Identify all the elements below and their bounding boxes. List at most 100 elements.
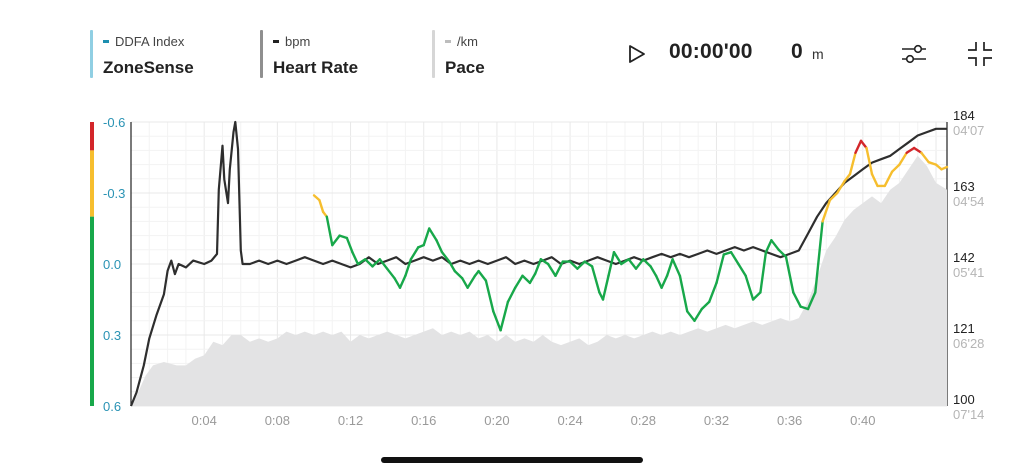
ddfa-segment	[607, 250, 616, 277]
heart-rate-series	[129, 120, 947, 407]
ddfa-segment	[590, 265, 601, 294]
pace-tick-label: 05'41	[953, 265, 984, 280]
metric-title: ZoneSense	[103, 58, 194, 77]
metric-sub-label: /km	[457, 34, 478, 49]
pace-tick-label: 07'14	[953, 407, 984, 422]
ddfa-segment	[927, 160, 938, 166]
ddfa-segment	[665, 258, 674, 277]
time-tick-label: 0:32	[704, 413, 729, 428]
ddfa-segment	[546, 262, 557, 277]
time-tick-label: 0:28	[631, 413, 656, 428]
pace-tick-label: 06'28	[953, 336, 984, 351]
ddfa-segment	[620, 258, 630, 266]
ddfa-segment	[466, 274, 477, 289]
metric-subtitle: DDFA Index	[103, 34, 184, 49]
ddfa-segment	[814, 220, 824, 294]
legend-dash-icon	[103, 40, 109, 44]
ddfa-segment	[428, 227, 438, 242]
ddfa-segment	[409, 246, 420, 261]
ddfa-axis: -0.6 -0.3 0.0 0.3 0.6	[103, 115, 125, 414]
hr-tick-label: 142	[953, 250, 975, 265]
ddfa-segment	[806, 291, 817, 311]
ddfa-tick-label: 0.3	[103, 328, 121, 343]
ddfa-segment	[506, 286, 517, 304]
time-tick-label: 0:08	[265, 413, 290, 428]
pace-area	[131, 155, 947, 406]
ddfa-segment	[920, 151, 930, 164]
ddfa-segment	[338, 234, 349, 240]
ddfa-segment	[612, 250, 623, 266]
ddfa-segment	[649, 265, 658, 277]
metric-color-bar	[260, 30, 263, 78]
time-tick-label: 0:24	[557, 413, 582, 428]
ddfa-segment	[715, 253, 725, 285]
ddfa-segment	[671, 258, 682, 277]
metric-sub-label: bpm	[285, 34, 311, 49]
ddfa-segment	[792, 291, 802, 308]
ddfa-segment	[654, 274, 663, 289]
metric-subtitle: /km	[445, 34, 478, 49]
ddfa-segment	[843, 172, 852, 183]
metric-color-bar	[90, 30, 93, 78]
ddfa-segment	[583, 260, 594, 268]
home-indicator[interactable]	[381, 457, 643, 463]
time-tick-label: 0:40	[850, 413, 875, 428]
ddfa-segment	[477, 269, 488, 282]
ddfa-segment	[912, 146, 923, 155]
ddfa-segment	[371, 258, 381, 268]
ddfa-segment	[859, 139, 868, 150]
ddfa-segment	[660, 274, 669, 289]
legend-dash-icon	[445, 40, 451, 44]
ddfa-segment	[865, 146, 874, 176]
ddfa-segment	[318, 198, 325, 214]
ddfa-segment	[528, 272, 537, 285]
ddfa-segment	[784, 255, 795, 294]
ddfa-segment	[356, 258, 367, 266]
ddfa-segment	[751, 291, 762, 301]
ddfa-segment	[385, 267, 396, 280]
ddfa-segment	[848, 151, 857, 176]
ddfa-segment	[440, 250, 451, 263]
ddfa-segment	[759, 250, 768, 294]
ddfa-segment	[514, 274, 524, 289]
ddfa-segment	[378, 258, 389, 270]
ddfa-segment	[422, 227, 431, 247]
ddfa-segment	[568, 260, 579, 270]
ddfa-segment	[539, 258, 550, 266]
ddfa-segment	[940, 165, 949, 171]
ddfa-segment	[821, 198, 832, 223]
zone-scale-bar	[90, 122, 94, 406]
ddfa-segment	[325, 215, 334, 247]
ddfa-segment	[934, 163, 943, 171]
ddfa-segment	[453, 269, 464, 280]
ddfa-segment	[870, 172, 879, 188]
metric-title: Heart Rate	[273, 58, 359, 77]
distance-value: 0	[791, 40, 803, 63]
ddfa-segment	[461, 277, 469, 289]
sliders-icon[interactable]	[900, 42, 928, 66]
ddfa-segment	[678, 274, 689, 313]
time-tick-label: 0:36	[777, 413, 802, 428]
legend-dash-icon	[273, 40, 279, 44]
ddfa-segment	[364, 258, 374, 268]
ddfa-tick-label: 0.0	[103, 257, 121, 272]
ddfa-segment	[435, 239, 444, 254]
hr-tick-label: 184	[953, 108, 975, 123]
collapse-icon[interactable]	[966, 40, 994, 68]
play-icon[interactable]	[627, 44, 647, 64]
time-tick-label: 0:12	[338, 413, 363, 428]
ddfa-segment	[499, 300, 510, 332]
ddfa-tick-label: -0.6	[103, 115, 125, 130]
ddfa-segment	[722, 250, 733, 256]
ddfa-segment	[898, 151, 908, 166]
ddfa-segment	[601, 274, 610, 301]
ddfa-segment	[404, 258, 413, 277]
pace-tick-label: 04'07	[953, 123, 984, 138]
ddfa-segment	[642, 258, 652, 268]
ddfa-segment	[744, 274, 755, 301]
ddfa-segment	[484, 279, 495, 313]
elapsed-timer: 00:00'00	[669, 40, 753, 63]
metric-sub-label: DDFA Index	[115, 34, 185, 49]
